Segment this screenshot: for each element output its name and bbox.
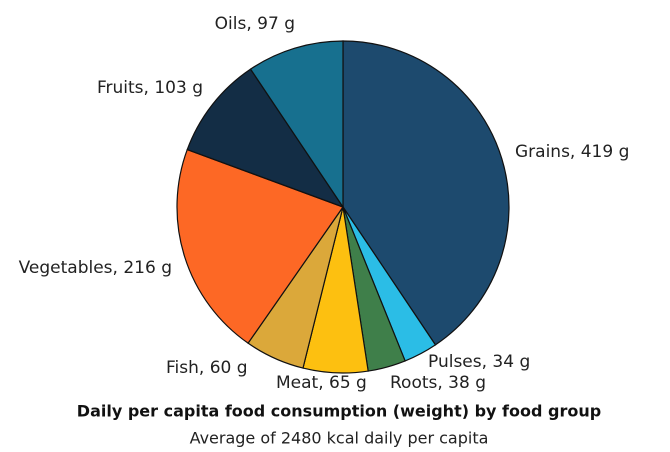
pie-slice: [186, 68, 345, 209]
pie-slice: [176, 148, 344, 345]
slice-label: Pulses, 34 g: [428, 352, 530, 372]
slice-label: Vegetables, 216 g: [19, 258, 172, 278]
pie-slice: [342, 40, 510, 346]
slice-label: Meat, 65 g: [276, 373, 367, 393]
chart-title: Daily per capita food consumption (weigh…: [77, 402, 601, 421]
slice-label: Fruits, 103 g: [97, 78, 203, 98]
pie-slice: [249, 40, 344, 209]
slice-label: Oils, 97 g: [215, 14, 295, 34]
pie: [176, 40, 510, 374]
slice-label: Grains, 419 g: [515, 142, 629, 162]
chart-subtitle: Average of 2480 kcal daily per capita: [190, 429, 489, 448]
slice-label: Roots, 38 g: [390, 373, 486, 393]
slice-label: Fish, 60 g: [166, 358, 248, 378]
